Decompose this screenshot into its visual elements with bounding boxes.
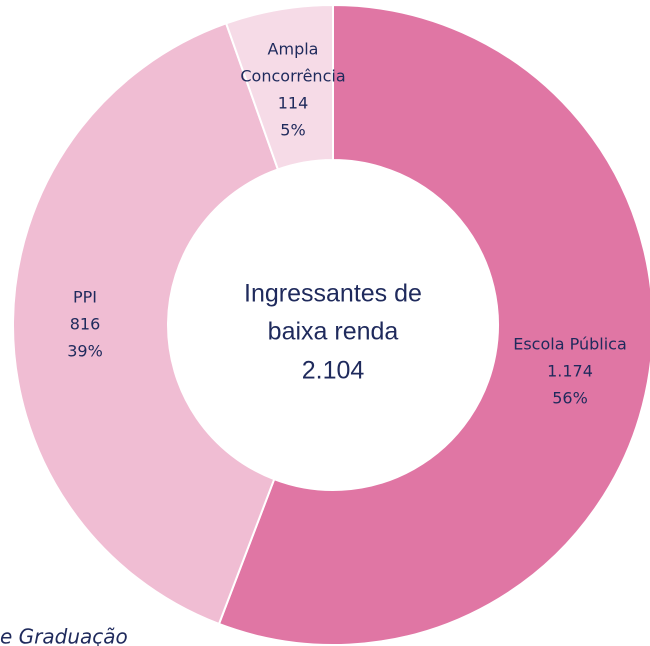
percent-label: 39% (67, 342, 103, 361)
value-label: 114 (278, 94, 309, 113)
value-label: 816 (70, 315, 101, 334)
slice-label: Ampla (268, 40, 319, 59)
footnote: e Graduação (0, 625, 128, 646)
center-label: baixa renda (268, 318, 399, 346)
slice-label: Escola Pública (513, 335, 627, 354)
percent-label: 56% (552, 389, 588, 408)
center-label: Ingressantes de (244, 280, 422, 308)
donut-slice (217, 3, 650, 646)
value-label: 1.174 (547, 362, 593, 381)
donut-slice (224, 3, 334, 171)
percent-label: 5% (280, 121, 305, 140)
center-total: 2.104 (302, 357, 365, 385)
slice-label: Concorrência (240, 67, 345, 86)
donut-slice (12, 22, 280, 626)
slice-label: PPI (73, 288, 97, 307)
